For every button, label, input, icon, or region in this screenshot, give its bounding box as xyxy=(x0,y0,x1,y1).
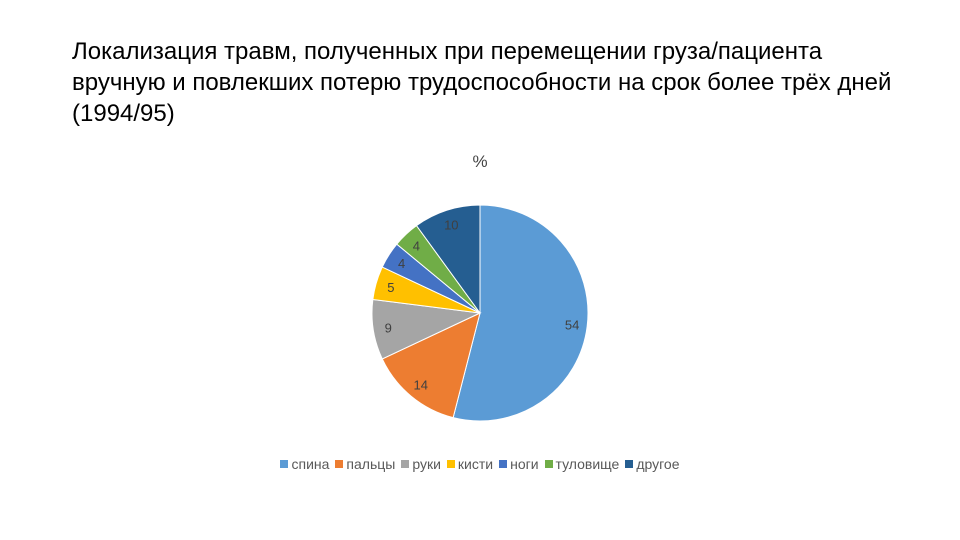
chart-title: % xyxy=(472,152,488,171)
pie-slice-1 xyxy=(381,312,481,419)
legend-item-6: другое xyxy=(625,456,680,472)
legend-item-0: спина xyxy=(280,456,329,472)
pie-slice-6 xyxy=(415,204,481,315)
data-label-6: 10 xyxy=(444,218,458,233)
data-label-0: 54 xyxy=(565,318,579,333)
legend-swatch-3 xyxy=(446,460,455,468)
legend-swatch-6 xyxy=(625,460,634,468)
legend-label-0: спина xyxy=(291,456,330,472)
legend-item-5: туловище xyxy=(544,456,620,472)
slide-title: Локализация травм, полученных при переме… xyxy=(72,38,892,127)
pie-slice-0 xyxy=(452,204,589,422)
legend-item-3: кисти xyxy=(446,456,494,472)
legend-label-2: руки xyxy=(412,456,441,472)
legend-item-1: пальцы xyxy=(335,456,395,472)
legend-swatch-0 xyxy=(280,460,289,468)
legend-label-4: ноги xyxy=(510,456,539,472)
chart-legend: спина пальцы руки кисти ноги туловище другое xyxy=(0,456,960,472)
legend-label-5: туловище xyxy=(555,456,620,472)
legend-swatch-5 xyxy=(544,460,553,468)
legend-item-2: руки xyxy=(401,456,441,472)
legend-swatch-1 xyxy=(335,460,344,468)
data-label-2: 9 xyxy=(385,321,392,336)
legend-label-3: кисти xyxy=(457,456,494,472)
legend-label-6: другое xyxy=(636,456,680,472)
data-label-3: 5 xyxy=(387,280,394,295)
legend-swatch-4 xyxy=(499,460,508,468)
data-label-1: 14 xyxy=(414,378,428,393)
data-label-4: 4 xyxy=(398,256,405,271)
legend-item-4: ноги xyxy=(499,456,539,472)
legend-swatch-2 xyxy=(401,460,410,468)
data-label-5: 4 xyxy=(413,238,420,253)
legend-label-1: пальцы xyxy=(346,456,396,472)
